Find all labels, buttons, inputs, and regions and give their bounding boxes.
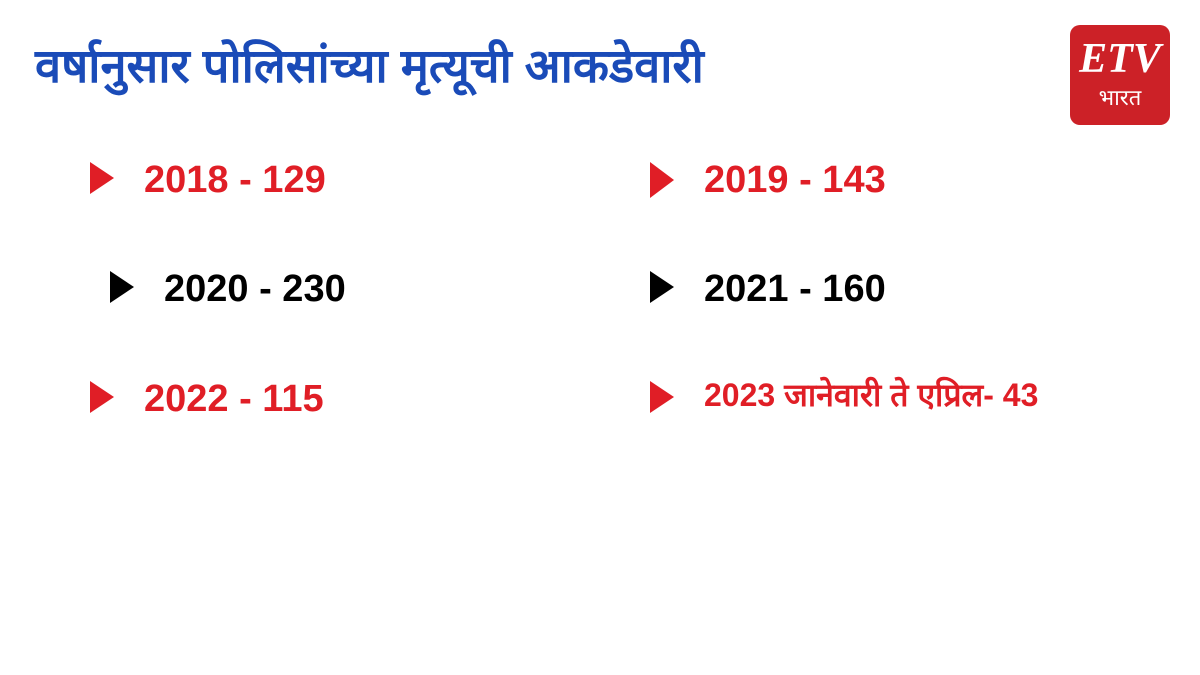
triangle-bullet-icon <box>90 162 114 194</box>
stat-text: 2021 - 160 <box>704 265 886 314</box>
stat-item-2023: 2023 जानेवारी ते एप्रिल- 43 <box>650 375 1140 424</box>
stat-item-2019: 2019 - 143 <box>650 156 1140 205</box>
stat-item-2020: 2020 - 230 <box>110 265 580 314</box>
triangle-bullet-icon <box>90 381 114 413</box>
triangle-bullet-icon <box>650 162 674 198</box>
stat-text: 2023 जानेवारी ते एप्रिल- 43 <box>704 375 1038 417</box>
stat-item-2021: 2021 - 160 <box>650 265 1140 314</box>
stat-text: 2018 - 129 <box>144 156 326 205</box>
logo-top-text: ETV <box>1079 38 1161 80</box>
triangle-bullet-icon <box>650 271 674 303</box>
stat-text: 2020 - 230 <box>164 265 346 314</box>
triangle-bullet-icon <box>650 381 674 413</box>
stat-text: 2019 - 143 <box>704 156 886 205</box>
page-title: वर्षानुसार पोलिसांच्या मृत्यूची आकडेवारी <box>0 0 1200 116</box>
triangle-bullet-icon <box>110 271 134 303</box>
stats-grid: 2018 - 129 2019 - 143 2020 - 230 2021 - … <box>0 116 1200 424</box>
logo-bottom-text: भारत <box>1099 82 1142 112</box>
etv-bharat-logo: ETV भारत <box>1070 25 1170 125</box>
stat-item-2018: 2018 - 129 <box>90 156 580 205</box>
stat-item-2022: 2022 - 115 <box>90 375 580 424</box>
stat-text: 2022 - 115 <box>144 375 324 424</box>
